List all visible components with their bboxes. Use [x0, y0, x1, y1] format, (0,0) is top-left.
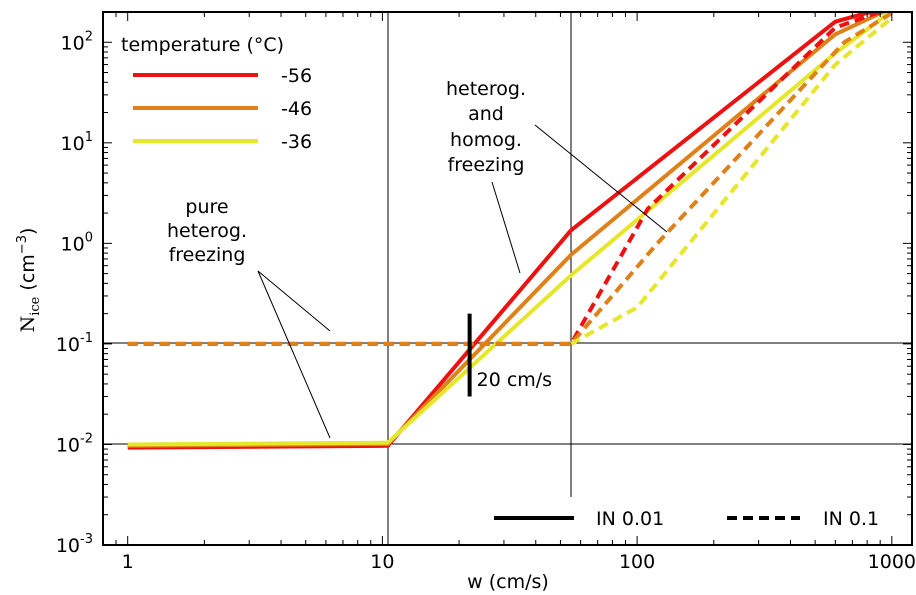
- y-tick-label-base: 10: [61, 233, 85, 255]
- legend-label-in-01: IN 0.1: [823, 508, 879, 530]
- series-in-001-tminus-36: [127, 12, 893, 447]
- y-tick-label: 102: [61, 29, 93, 54]
- legend-label-minus-36: -36: [281, 131, 312, 153]
- y-tick-label-base: 10: [56, 434, 80, 456]
- annotation-pure-line1: pure: [185, 196, 228, 218]
- legend-in: IN 0.01 IN 0.1: [480, 498, 905, 542]
- y-tick-label: 10-3: [56, 532, 93, 557]
- legend-label-minus-56: -56: [281, 65, 312, 87]
- pointer-hh-2: [534, 124, 668, 233]
- y-tick-label: 10-2: [56, 431, 93, 456]
- annotation-hh-line4: freezing: [448, 154, 525, 176]
- annotation-hh-line1: heterog.: [446, 78, 526, 100]
- pointer-hh-1: [491, 181, 521, 274]
- annotation-pure: pure heterog. freezing: [167, 196, 331, 439]
- y-axis-label: Nice (cm−3): [15, 228, 43, 333]
- legend-label-minus-46: -46: [281, 98, 312, 120]
- series-layer: [127, 12, 894, 450]
- y-tick-label: 100: [61, 230, 93, 255]
- y-axis-label-base: N: [17, 316, 39, 333]
- x-tick-label: 100: [619, 551, 655, 573]
- y-axis-label-unit-close: ): [17, 228, 39, 235]
- y-tick-label-exp: -2: [80, 431, 93, 446]
- y-tick-label: 101: [61, 130, 93, 155]
- y-tick-label-exp: -3: [80, 532, 93, 547]
- x-tick-label: 1000: [868, 551, 916, 573]
- annotation-pure-line3: freezing: [169, 244, 246, 266]
- legend-temperature: temperature (°C) -56 -46 -36: [121, 34, 312, 153]
- y-axis-label-unit: (cm: [17, 254, 39, 296]
- y-tick-label: 10-1: [56, 331, 93, 356]
- legend-temperature-title: temperature (°C): [121, 34, 284, 56]
- annotation-hetero-homo: heterog. and homog. freezing: [446, 78, 668, 274]
- y-tick-label-base: 10: [61, 133, 85, 155]
- annotation-hh-line2: and: [468, 103, 504, 125]
- velocity-marker: 20 cm/s: [467, 313, 552, 397]
- y-tick-label-base: 10: [56, 334, 80, 356]
- legend-label-in-001: IN 0.01: [596, 508, 664, 530]
- annotation-pure-line2: heterog.: [167, 220, 247, 242]
- pointer-pure-2: [257, 270, 331, 439]
- y-tick-label-exp: 1: [85, 130, 93, 145]
- y-tick-label-exp: 0: [85, 230, 93, 245]
- pointer-pure-1: [257, 270, 331, 332]
- annotation-hh-line3: homog.: [450, 129, 522, 151]
- plot-frame: [102, 11, 913, 546]
- series-in-01-tminus-36: [570, 16, 894, 346]
- x-tick-label: 10: [370, 551, 394, 573]
- marker-label: 20 cm/s: [477, 369, 552, 391]
- y-tick-label-base: 10: [61, 32, 85, 54]
- x-axis-label: w (cm/s): [467, 571, 549, 593]
- y-tick-label-base: 10: [56, 535, 80, 557]
- y-axis-label-sub: ice: [28, 296, 43, 315]
- x-tick-label: 1: [122, 551, 134, 573]
- y-tick-label-exp: -1: [80, 331, 93, 346]
- y-axis-label-unit-exp: −3: [15, 235, 30, 254]
- y-tick-label-exp: 2: [85, 29, 93, 44]
- series-in-01-tminus-46: [127, 12, 893, 346]
